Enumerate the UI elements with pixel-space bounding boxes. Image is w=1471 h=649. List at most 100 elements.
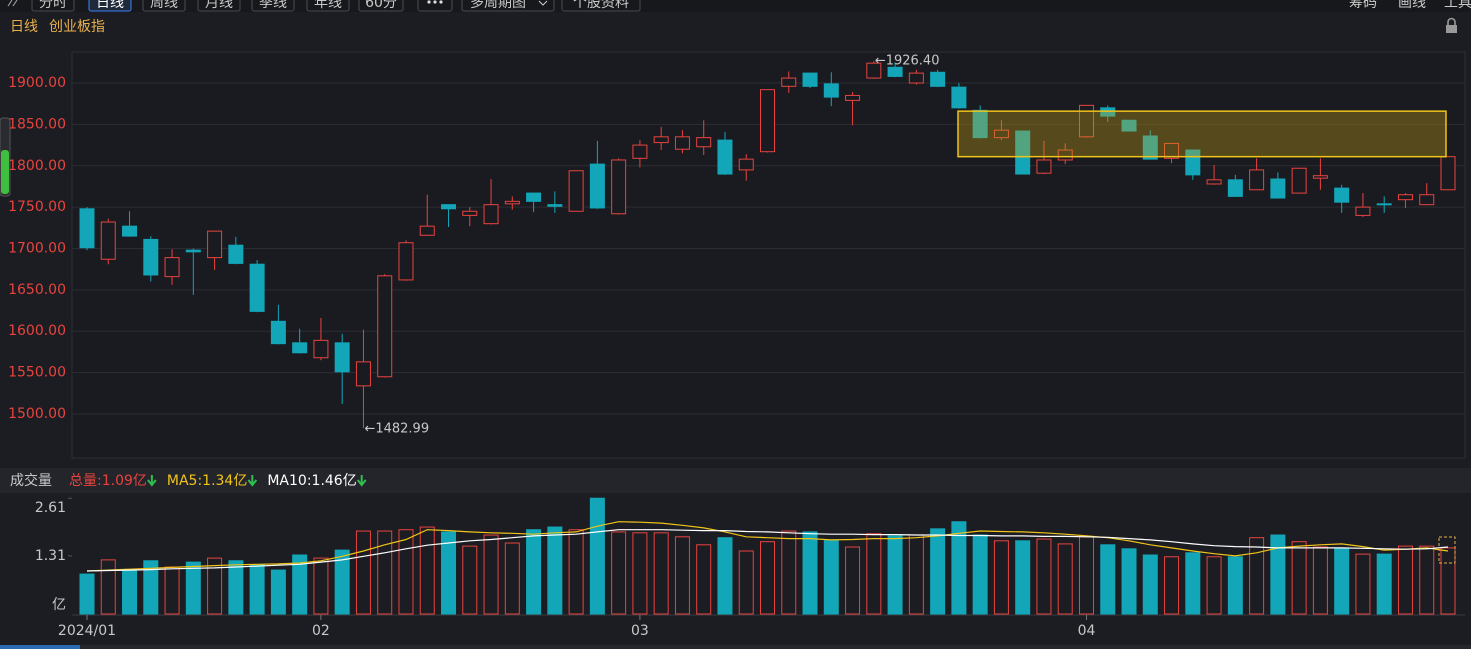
y-tick-label: 1600.00 [8, 323, 66, 339]
volume-bar [483, 534, 499, 615]
bottom-strip-active [0, 645, 80, 649]
volume-bar [781, 530, 797, 615]
candle-body [887, 66, 903, 77]
candle-body [1397, 194, 1413, 201]
y-tick-label: 1850.00 [8, 116, 66, 132]
more-button[interactable] [417, 0, 453, 12]
tab-button[interactable] [358, 0, 404, 12]
tool-label[interactable]: 画线 [1398, 0, 1426, 11]
tab-button[interactable] [306, 0, 350, 12]
candle-body [611, 159, 627, 215]
candle-body [823, 83, 839, 98]
tab-label[interactable]: 60分 [365, 0, 397, 11]
tab-button[interactable] [31, 0, 75, 12]
tab-button[interactable] [251, 0, 295, 12]
y-tick-label: 1550.00 [8, 365, 66, 381]
menu-icon[interactable] [7, 0, 18, 7]
candle-body [79, 208, 95, 249]
tab-button[interactable] [142, 0, 186, 12]
candle-body [1036, 159, 1052, 174]
volume-bar [1100, 544, 1116, 615]
candle-body [1100, 107, 1116, 117]
volume-bar [419, 526, 435, 615]
candle-body [1355, 206, 1371, 216]
candle-body [1334, 187, 1350, 203]
candle-body [334, 342, 350, 373]
candle-body [568, 170, 584, 212]
toolbar-bg [0, 0, 1471, 12]
volume-bar [143, 560, 159, 615]
volume-bar [972, 534, 988, 615]
volume-bar [653, 532, 669, 615]
tab-button[interactable] [88, 0, 132, 12]
tool-label[interactable]: 筹码 [1349, 0, 1377, 11]
highlight-zone [957, 110, 1447, 158]
volume-bar [866, 533, 882, 615]
tab-button[interactable] [461, 0, 555, 12]
candle-body [441, 204, 457, 210]
candle-body [866, 62, 882, 79]
legend-arrow [356, 475, 367, 487]
volume-bar [589, 497, 605, 615]
legend-arrow [247, 475, 258, 487]
candle-body [143, 238, 159, 276]
candle-body [547, 204, 563, 207]
volume-header-bg [0, 468, 1471, 493]
y-tick-label: 1800.00 [8, 158, 66, 174]
volume-bar [1312, 546, 1328, 615]
tab-label[interactable]: 日线 [96, 0, 124, 11]
candle-body [1440, 156, 1456, 191]
candle-body [781, 77, 797, 87]
volume-bar [738, 550, 754, 615]
volume-bar [674, 536, 690, 615]
lock-icon[interactable] [1446, 17, 1457, 33]
volume-chart: 成交量 总量:1.09亿 MA5:1.34亿 MA10:1.46亿 2.61 1.31 亿 2… [10, 472, 1465, 639]
tab-label[interactable]: 分时 [39, 0, 67, 11]
volume-bar [79, 573, 95, 615]
candle-body [355, 361, 371, 387]
dropdown-icon [538, 0, 548, 6]
volume-bar [568, 529, 584, 615]
candle-body [802, 72, 818, 87]
volume-bar [930, 528, 946, 615]
tab-label[interactable]: 个股资料 [573, 0, 629, 11]
tab-label[interactable]: 多周期图 [470, 0, 526, 11]
candle-body [696, 137, 712, 148]
tab-label[interactable]: 周线 [150, 0, 178, 11]
candle-body [845, 94, 861, 101]
left-slider[interactable] [0, 117, 11, 197]
volume-bar [1015, 540, 1031, 615]
x-tick-label: 04 [1078, 623, 1096, 639]
candle-body [1164, 142, 1180, 159]
volume-bar [122, 570, 138, 615]
candle-body [674, 136, 690, 150]
volume-bar [1078, 536, 1094, 615]
volume-bar [951, 521, 967, 615]
candle-body [504, 200, 520, 205]
bottom-strip [0, 645, 1471, 649]
volume-bar [1164, 556, 1180, 615]
tab-button[interactable] [561, 0, 641, 12]
volume-bar [398, 529, 414, 615]
tab-label[interactable]: 年线 [314, 0, 342, 11]
candle-body [185, 249, 201, 253]
tab-label[interactable]: 季线 [259, 0, 287, 11]
y-tick-label: 1900.00 [8, 75, 66, 91]
volume-bar [1036, 538, 1052, 615]
price-chart: 1500.00 1550.00 1600.00 1650.00 1700.00 1750.… [8, 54, 1465, 437]
volume-bar [1440, 547, 1456, 615]
y-tick-label: 1750.00 [8, 199, 66, 215]
candle-body [717, 139, 733, 175]
candle-body [760, 89, 775, 153]
candle-body [653, 136, 669, 144]
index-name: 创业板指 [49, 19, 105, 35]
candle-body [738, 158, 754, 171]
y-tick-label: 1700.00 [8, 241, 66, 257]
unit-label: 亿 [52, 597, 66, 613]
candle-body [1057, 149, 1073, 161]
candle-body [972, 109, 988, 139]
tab-button[interactable] [197, 0, 241, 12]
tab-label[interactable]: 月线 [205, 0, 233, 11]
tool-label[interactable]: 工具 [1444, 0, 1471, 11]
candle-body [313, 339, 329, 359]
